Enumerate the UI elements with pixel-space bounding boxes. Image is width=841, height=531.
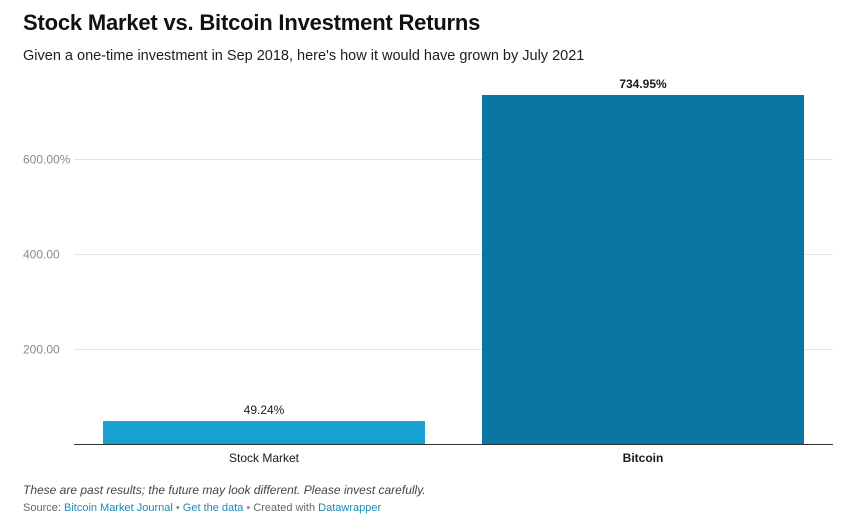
source-link[interactable]: Bitcoin Market Journal — [64, 502, 173, 514]
footer-separator: • — [176, 502, 180, 514]
y-tick-label: 400.00 — [23, 248, 60, 262]
y-tick-label: 200.00 — [23, 343, 60, 357]
get-data-link[interactable]: Get the data — [183, 502, 244, 514]
datawrapper-link[interactable]: Datawrapper — [318, 502, 381, 514]
created-with-label: Created with — [253, 502, 315, 514]
x-category-label: Stock Market — [229, 451, 300, 465]
bar-chart: 200.00 400.00 600.00% 49.24% Stock Market 734… — [0, 0, 841, 531]
footer-separator: • — [246, 502, 250, 514]
chart-notes: These are past results; the future may l… — [23, 483, 426, 497]
source-label: Source: — [23, 502, 61, 514]
data-label: 49.24% — [244, 403, 285, 417]
bar-stock-market[interactable] — [103, 421, 425, 444]
bar-bitcoin[interactable] — [482, 95, 804, 445]
x-category-label: Bitcoin — [623, 451, 664, 465]
y-tick-label: 600.00% — [23, 153, 71, 167]
data-label: 734.95% — [619, 77, 667, 91]
chart-footer: Source: Bitcoin Market Journal • Get the… — [23, 502, 381, 514]
